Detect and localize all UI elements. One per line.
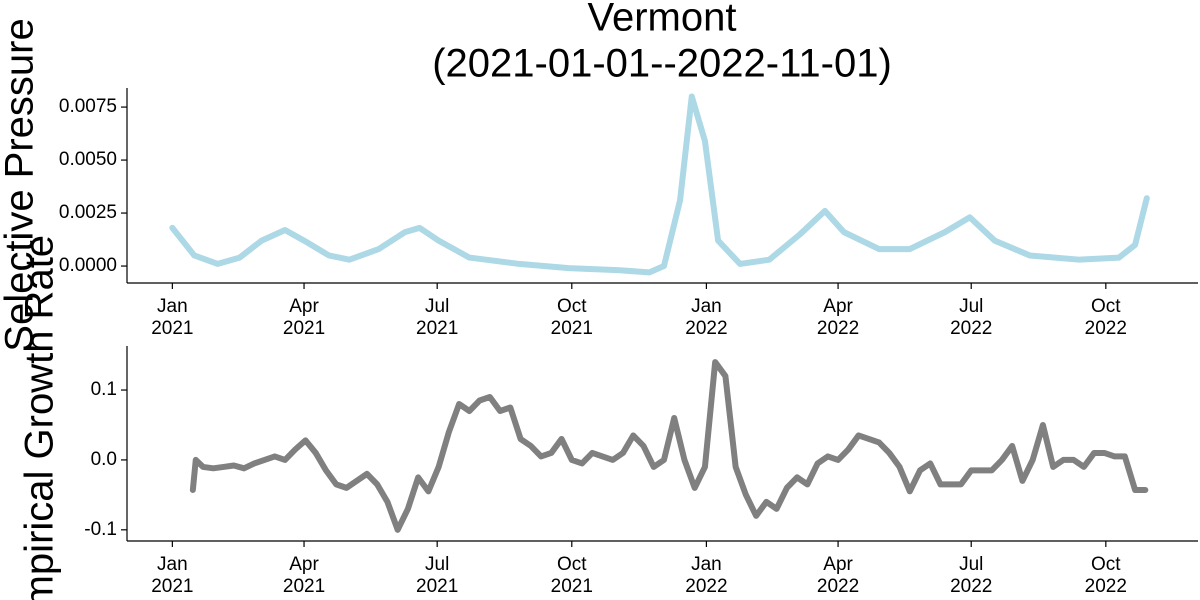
x-tick-label: Jul (425, 296, 449, 317)
x-tick-label: 2021 (283, 318, 325, 339)
x-tick-label: Oct (557, 296, 587, 317)
x-tick-label: Apr (823, 296, 853, 317)
x-tick-label: Jul (425, 554, 449, 575)
y-tick-label: 0.1 (91, 379, 117, 400)
y-tick-label: 0.0000 (59, 255, 117, 276)
x-tick-label: Jan (157, 554, 188, 575)
x-tick-label: Apr (823, 554, 853, 575)
data-line (189, 359, 1149, 533)
data-line (169, 93, 1150, 276)
chart-subtitle: (2021-01-01--2022-11-01) (432, 42, 892, 86)
x-tick-label: 2022 (685, 318, 727, 339)
x-tick-label: 2021 (151, 576, 193, 597)
x-tick-label: Oct (557, 554, 587, 575)
x-tick-label: 2021 (416, 318, 458, 339)
x-tick-label: Apr (289, 554, 319, 575)
x-tick-label: 2022 (685, 576, 727, 597)
x-tick-label: 2022 (950, 318, 992, 339)
x-tick-label: Jul (959, 296, 983, 317)
x-tick-label: Jan (691, 296, 722, 317)
x-tick-label: 2021 (283, 576, 325, 597)
y-axis-label: Empirical Growth Rate (18, 235, 62, 600)
x-tick-label: Jul (959, 554, 983, 575)
x-tick-label: Oct (1091, 554, 1121, 575)
x-tick-label: 2022 (950, 576, 992, 597)
x-tick-label: 2021 (151, 318, 193, 339)
x-tick-label: 2021 (416, 576, 458, 597)
y-tick-label: 0.0025 (59, 202, 117, 223)
x-tick-label: 2022 (817, 576, 859, 597)
y-tick-label: -0.1 (84, 519, 117, 540)
y-axis-label: Selective Pressure (0, 18, 42, 351)
x-tick-label: 2022 (817, 318, 859, 339)
y-tick-label: 0.0075 (59, 96, 117, 117)
x-tick-label: Oct (1091, 296, 1121, 317)
x-tick-label: 2022 (1085, 576, 1127, 597)
x-tick-label: 2022 (1085, 318, 1127, 339)
y-tick-label: 0.0050 (59, 149, 117, 170)
x-tick-label: 2021 (551, 318, 593, 339)
y-tick-label: 0.0 (91, 449, 117, 470)
x-tick-label: Jan (157, 296, 188, 317)
x-tick-label: Apr (289, 296, 319, 317)
chart-title: Vermont (588, 0, 737, 40)
x-tick-label: 2021 (551, 576, 593, 597)
x-tick-label: Jan (691, 554, 722, 575)
